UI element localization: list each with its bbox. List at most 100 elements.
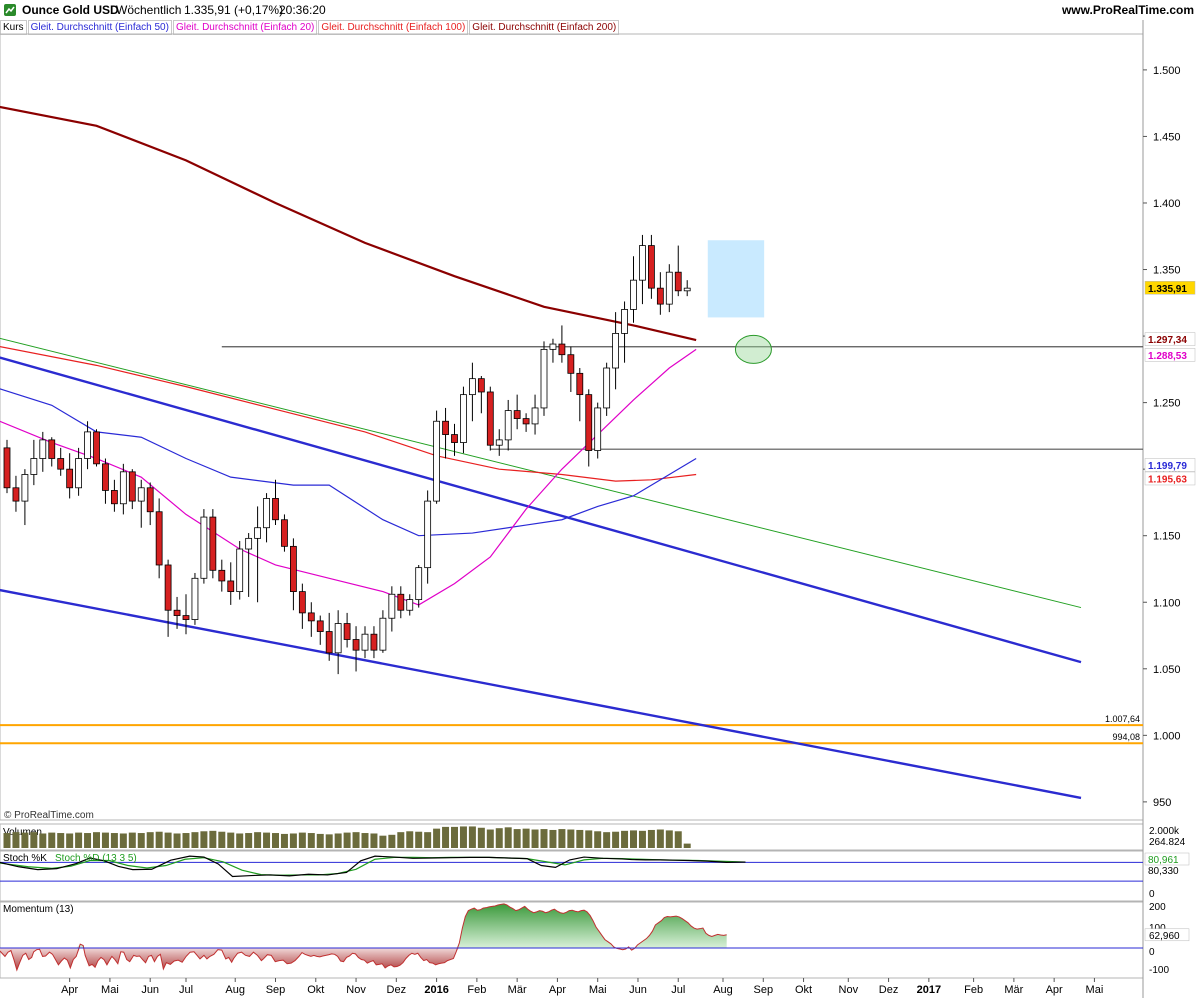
volume-bar xyxy=(585,830,593,848)
channel-upper-line xyxy=(0,356,1082,664)
volume-bar xyxy=(477,827,485,848)
volume-axis-label: 264.824 xyxy=(1149,837,1186,848)
stoch-d-value-box xyxy=(1144,852,1190,866)
volume-bar xyxy=(522,828,530,848)
volume-bar xyxy=(468,826,476,848)
volume-bar xyxy=(415,831,423,848)
volume-bar xyxy=(433,828,441,848)
candle-body xyxy=(477,378,485,393)
candle-body xyxy=(674,271,682,292)
x-axis-label: Nov xyxy=(839,984,859,996)
volume-bar xyxy=(272,833,279,848)
x-axis-label: Apr xyxy=(1046,984,1063,996)
value-label-box xyxy=(1144,281,1196,295)
candle-body xyxy=(630,279,637,310)
volume-bar xyxy=(191,832,199,848)
x-axis-label: Dez xyxy=(879,984,899,996)
site-link[interactable]: www.ProRealTime.com xyxy=(1061,3,1194,17)
price-axis-label: 1.000 xyxy=(1153,730,1181,742)
candle-body xyxy=(227,580,235,593)
volume-bar xyxy=(75,832,83,848)
candle-body xyxy=(209,516,217,571)
ma50-line xyxy=(0,388,697,537)
candle-body xyxy=(272,498,279,521)
candle-body xyxy=(173,609,181,616)
value-label-box xyxy=(1144,458,1196,472)
price-axis-label: 1.350 xyxy=(1153,265,1181,277)
interval-label[interactable]: Wöchentlich xyxy=(116,3,182,17)
volume-bar xyxy=(155,831,163,848)
candle-body xyxy=(137,487,145,502)
candle-body xyxy=(307,612,315,622)
x-axis-label: Sep xyxy=(753,984,773,996)
volume-bar xyxy=(236,833,244,848)
support-level-label: 994,08 xyxy=(1112,732,1140,742)
copyright-text: © ProRealTime.com xyxy=(4,810,94,821)
candle-body xyxy=(3,447,11,489)
volume-bar xyxy=(137,833,145,848)
volume-bar xyxy=(656,829,664,848)
highlight-circle xyxy=(734,334,772,364)
volume-bar xyxy=(119,833,127,848)
candle-body xyxy=(549,343,557,350)
candle-body xyxy=(683,287,691,292)
instrument-name: Ounce Gold USD xyxy=(22,3,119,17)
volume-bar xyxy=(549,829,557,848)
volume-bar xyxy=(504,827,512,848)
stoch-k-line xyxy=(0,855,746,878)
volume-bar xyxy=(361,833,369,848)
value-label-text: 1.199,79 xyxy=(1148,461,1187,472)
candle-body xyxy=(486,391,494,446)
candle-body xyxy=(200,516,208,579)
price-axis-label: 1.400 xyxy=(1153,198,1181,210)
candle-body xyxy=(639,245,646,281)
candle-body xyxy=(540,348,548,409)
volume-bar xyxy=(3,833,11,848)
volume-bar xyxy=(57,833,65,848)
volume-bar xyxy=(128,832,136,848)
candle-body xyxy=(21,474,29,502)
candle-body xyxy=(316,620,324,632)
price-axis-label: 950 xyxy=(1153,797,1171,809)
last-price: 1.335,91 (+0,17%) xyxy=(184,3,284,17)
x-axis-label: Mär xyxy=(508,984,527,996)
candle-body xyxy=(468,378,476,396)
x-axis-label: Mär xyxy=(1004,984,1023,996)
volume-bar xyxy=(280,833,288,848)
volume-bar xyxy=(683,843,691,848)
volume-bar xyxy=(12,832,20,848)
x-axis-label: Mai xyxy=(101,984,119,996)
candle-body xyxy=(415,567,423,600)
candle-body xyxy=(612,333,619,369)
x-axis-label: Mai xyxy=(589,984,607,996)
stoch-d-title: Stoch %D (13 3 5) xyxy=(55,853,137,864)
value-label-box xyxy=(1144,348,1196,362)
x-axis-label: 2016 xyxy=(424,984,448,996)
price-axis-label: 1.500 xyxy=(1153,65,1181,77)
candle-body xyxy=(648,245,655,289)
candle-body xyxy=(75,458,82,489)
x-axis-label: Feb xyxy=(964,984,983,996)
candle-body xyxy=(155,511,163,566)
candle-body xyxy=(397,593,405,611)
candle-body xyxy=(379,617,387,651)
candle-body xyxy=(325,631,333,654)
candle-body xyxy=(84,431,91,459)
candle-body xyxy=(567,354,575,374)
volume-bar xyxy=(182,833,190,848)
candle-body xyxy=(334,623,342,654)
candle-body xyxy=(621,309,628,334)
volume-bar xyxy=(48,832,56,848)
volume-bar xyxy=(638,830,646,848)
volume-bar xyxy=(39,833,47,848)
candle-body xyxy=(656,287,664,305)
candle-body xyxy=(128,471,136,502)
candle-body xyxy=(433,420,441,502)
candle-body xyxy=(182,615,190,620)
value-label-text: 1.288,53 xyxy=(1148,351,1187,362)
indicator-legend: Kurs Gleit. Durchschnitt (Einfach 50) Glei… xyxy=(0,20,620,35)
candle-body xyxy=(57,458,65,470)
x-axis-label: Jul xyxy=(671,984,685,996)
candle-body xyxy=(495,439,503,446)
